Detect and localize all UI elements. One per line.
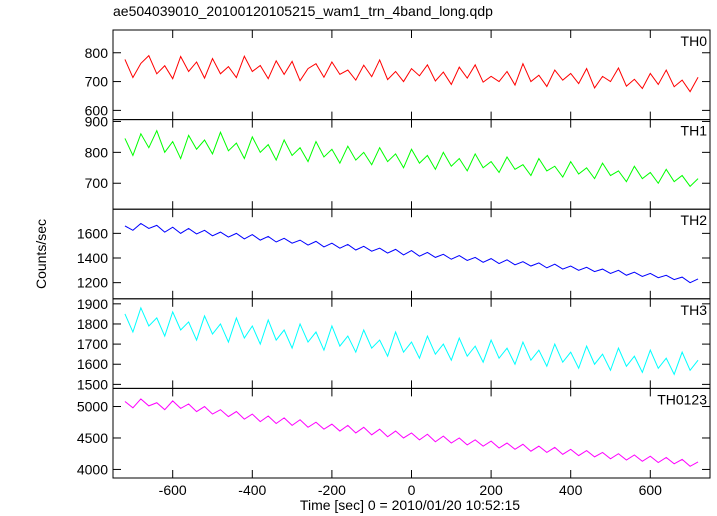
chart-title: ae504039010_20100120105215_wam1_trn_4ban… — [113, 3, 493, 19]
panel-label: TH3 — [681, 302, 708, 318]
x-tick-label: 0 — [408, 482, 416, 498]
x-tick-label: 200 — [479, 482, 503, 498]
y-tick-label: 700 — [85, 175, 109, 191]
y-tick-label: 1500 — [77, 376, 108, 392]
series-line — [124, 54, 699, 93]
y-tick-label: 900 — [85, 113, 109, 129]
panel-label: TH1 — [681, 123, 708, 139]
panel-label: TH2 — [681, 212, 708, 228]
panel-frame — [112, 119, 711, 210]
y-tick-label: 4500 — [77, 430, 108, 446]
x-tick-label: 400 — [559, 482, 583, 498]
y-tick-label: 800 — [85, 45, 109, 61]
y-tick-label: 5000 — [77, 399, 108, 415]
series-line — [124, 398, 699, 467]
y-tick-label: 1200 — [77, 275, 108, 291]
y-tick-label: 600 — [85, 102, 109, 118]
x-axis-label: Time [sec] 0 = 2010/01/20 10:52:15 — [300, 497, 520, 513]
panel-frame — [112, 298, 711, 389]
y-tick-label: 4000 — [77, 461, 108, 477]
y-tick-label: 1800 — [77, 316, 108, 332]
y-tick-label: 1600 — [77, 225, 108, 241]
series-line — [124, 129, 699, 188]
panel-label: TH0123 — [657, 391, 707, 407]
panel-frame — [112, 208, 711, 300]
y-tick-label: 800 — [85, 144, 109, 160]
x-tick-label: 600 — [639, 482, 663, 498]
panel-label: TH0 — [681, 33, 708, 49]
y-axis-label: Counts/sec — [33, 219, 49, 289]
y-tick-label: 1900 — [77, 296, 108, 312]
y-tick-label: 1700 — [77, 336, 108, 352]
y-tick-label: 1600 — [77, 356, 108, 372]
y-tick-label: 1400 — [77, 250, 108, 266]
y-tick-label: 700 — [85, 74, 109, 90]
x-tick-label: -600 — [159, 482, 187, 498]
x-tick-label: -200 — [318, 482, 346, 498]
series-line — [124, 222, 699, 284]
x-tick-label: -400 — [238, 482, 266, 498]
series-line — [124, 306, 699, 376]
